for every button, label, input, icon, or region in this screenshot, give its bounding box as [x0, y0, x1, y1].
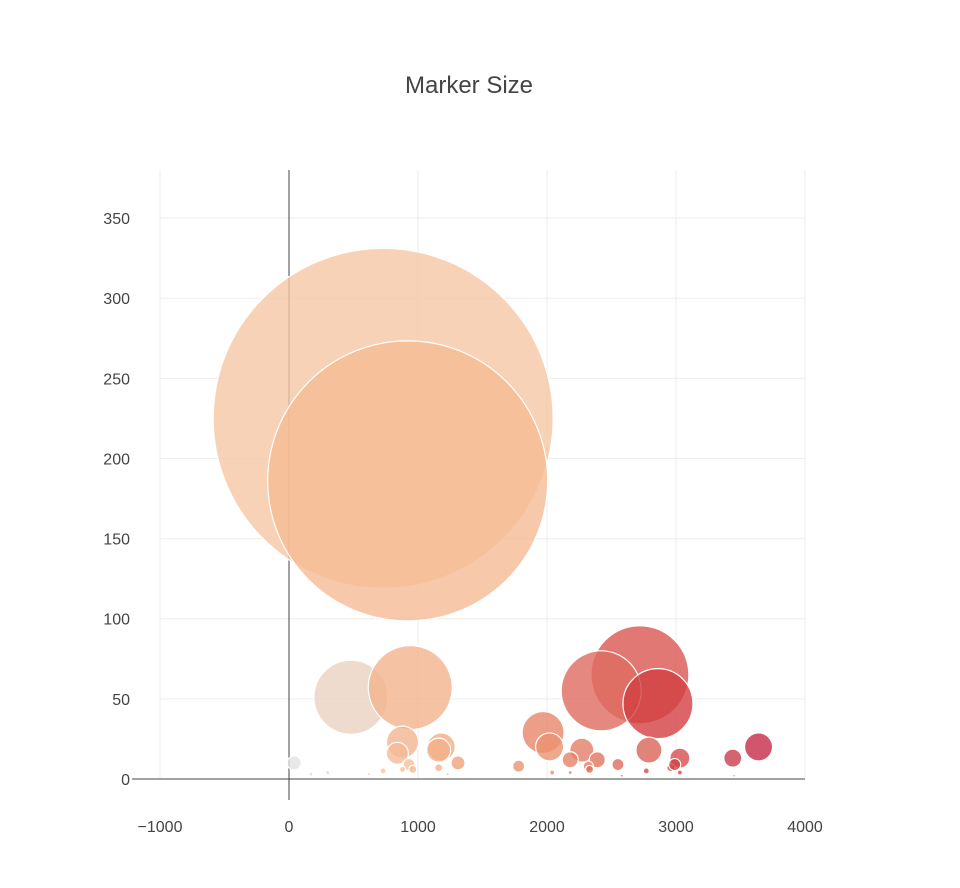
bubble-marker[interactable]: [286, 755, 302, 771]
bubble-marker[interactable]: [723, 748, 743, 768]
bubble-marker[interactable]: [619, 773, 624, 778]
bubble-marker[interactable]: [426, 737, 452, 763]
x-tick-label: −1000: [138, 819, 183, 836]
x-tick-label: 4000: [787, 819, 823, 836]
bubble-marker[interactable]: [676, 769, 683, 776]
bubble-marker[interactable]: [668, 757, 682, 772]
x-tick-label: 3000: [658, 819, 694, 836]
bubble-marker[interactable]: [561, 751, 579, 769]
bubble-marker[interactable]: [408, 764, 418, 774]
bubble-marker[interactable]: [642, 767, 650, 775]
bubble-marker[interactable]: [743, 732, 774, 762]
y-tick-label: 250: [103, 371, 130, 388]
bubble-marker[interactable]: [445, 772, 450, 777]
y-tick-label: 0: [121, 772, 130, 789]
chart-title: Marker Size: [405, 72, 533, 99]
x-tick-label: 1000: [400, 819, 436, 836]
bubble-marker[interactable]: [450, 755, 466, 771]
y-tick-label: 300: [103, 291, 130, 308]
bubble-marker[interactable]: [635, 736, 663, 764]
y-tick-label: 200: [103, 451, 130, 468]
bubble-marker[interactable]: [366, 772, 372, 777]
y-tick-label: 100: [103, 612, 130, 629]
bubble-marker[interactable]: [434, 763, 444, 773]
bubble-marker[interactable]: [267, 340, 549, 622]
bubble-layer[interactable]: [212, 247, 774, 778]
x-tick-label: 2000: [529, 819, 565, 836]
bubble-marker[interactable]: [367, 645, 453, 731]
y-tick-label: 50: [112, 692, 130, 709]
bubble-marker[interactable]: [549, 769, 556, 776]
bubble-marker[interactable]: [732, 773, 736, 778]
tick-labels: −1000 0 1000 2000 3000 4000 0 50 100 150 200 250 300…: [103, 211, 823, 836]
bubble-marker[interactable]: [567, 769, 573, 776]
bubble-marker[interactable]: [534, 732, 565, 762]
bubble-marker[interactable]: [611, 757, 625, 772]
bubble-marker[interactable]: [385, 741, 409, 765]
bubble-marker[interactable]: [398, 765, 407, 773]
bubble-marker[interactable]: [622, 668, 694, 740]
bubble-marker[interactable]: [308, 771, 314, 777]
bubble-marker[interactable]: [512, 759, 526, 773]
x-tick-label: 0: [285, 819, 294, 836]
bubble-marker[interactable]: [584, 764, 595, 774]
y-tick-label: 350: [103, 211, 130, 228]
bubble-marker[interactable]: [379, 767, 387, 775]
y-tick-label: 150: [103, 532, 130, 549]
bubble-marker[interactable]: [325, 769, 331, 776]
